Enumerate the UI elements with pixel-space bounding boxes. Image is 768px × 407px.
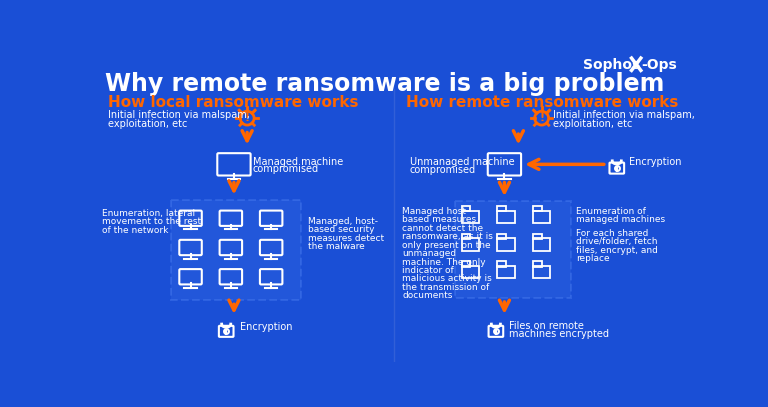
Text: malicious activity is: malicious activity is bbox=[402, 274, 492, 283]
FancyBboxPatch shape bbox=[455, 201, 571, 298]
Text: Enumeration, lateral: Enumeration, lateral bbox=[102, 209, 195, 218]
Text: !: ! bbox=[539, 113, 545, 123]
Text: movement to the rest: movement to the rest bbox=[102, 217, 201, 226]
Text: !: ! bbox=[244, 113, 250, 123]
Text: Managed, host-: Managed, host- bbox=[307, 217, 378, 226]
Text: Managed machine: Managed machine bbox=[253, 157, 343, 166]
Text: For each shared: For each shared bbox=[577, 229, 649, 238]
Text: of the network: of the network bbox=[102, 226, 168, 235]
Text: indicator of: indicator of bbox=[402, 266, 454, 275]
Text: files, encrypt, and: files, encrypt, and bbox=[577, 246, 658, 255]
Text: based security: based security bbox=[307, 225, 374, 234]
Text: only present on the: only present on the bbox=[402, 241, 491, 249]
Text: documents: documents bbox=[402, 291, 452, 300]
Text: exploitation, etc: exploitation, etc bbox=[553, 119, 633, 129]
Text: compromised: compromised bbox=[410, 165, 476, 175]
Text: based measures: based measures bbox=[402, 215, 476, 224]
Text: unmanaged: unmanaged bbox=[402, 249, 456, 258]
FancyBboxPatch shape bbox=[171, 200, 301, 300]
Text: the transmission of: the transmission of bbox=[402, 283, 489, 292]
Text: measures detect: measures detect bbox=[307, 234, 384, 243]
Text: ransomware, as it is: ransomware, as it is bbox=[402, 232, 493, 241]
Text: How local ransomware works: How local ransomware works bbox=[108, 95, 358, 110]
Text: Files on remote: Files on remote bbox=[509, 321, 584, 330]
Text: Enumeration of: Enumeration of bbox=[577, 207, 647, 216]
Text: How remote ransomware works: How remote ransomware works bbox=[406, 95, 678, 110]
Text: cannot detect the: cannot detect the bbox=[402, 223, 483, 233]
Text: Unmanaged machine: Unmanaged machine bbox=[410, 157, 515, 166]
Text: -Ops: -Ops bbox=[641, 58, 677, 72]
Text: drive/folder, fetch: drive/folder, fetch bbox=[577, 238, 658, 247]
Text: machine. The only: machine. The only bbox=[402, 258, 485, 267]
Text: Managed host-: Managed host- bbox=[402, 207, 469, 216]
Text: machines encrypted: machines encrypted bbox=[509, 329, 609, 339]
Text: Why remote ransomware is a big problem: Why remote ransomware is a big problem bbox=[105, 72, 664, 96]
Text: exploitation, etc: exploitation, etc bbox=[108, 119, 187, 129]
Text: Sophos: Sophos bbox=[583, 58, 640, 72]
Text: Initial infection via malspam,: Initial infection via malspam, bbox=[108, 110, 250, 120]
Text: compromised: compromised bbox=[253, 164, 319, 174]
Text: Encryption: Encryption bbox=[240, 322, 293, 332]
Text: Initial infection via malspam,: Initial infection via malspam, bbox=[553, 110, 695, 120]
Text: replace: replace bbox=[577, 254, 610, 263]
Text: Encryption: Encryption bbox=[629, 157, 682, 166]
Text: the malware: the malware bbox=[307, 242, 364, 251]
Text: managed machines: managed machines bbox=[577, 215, 666, 224]
